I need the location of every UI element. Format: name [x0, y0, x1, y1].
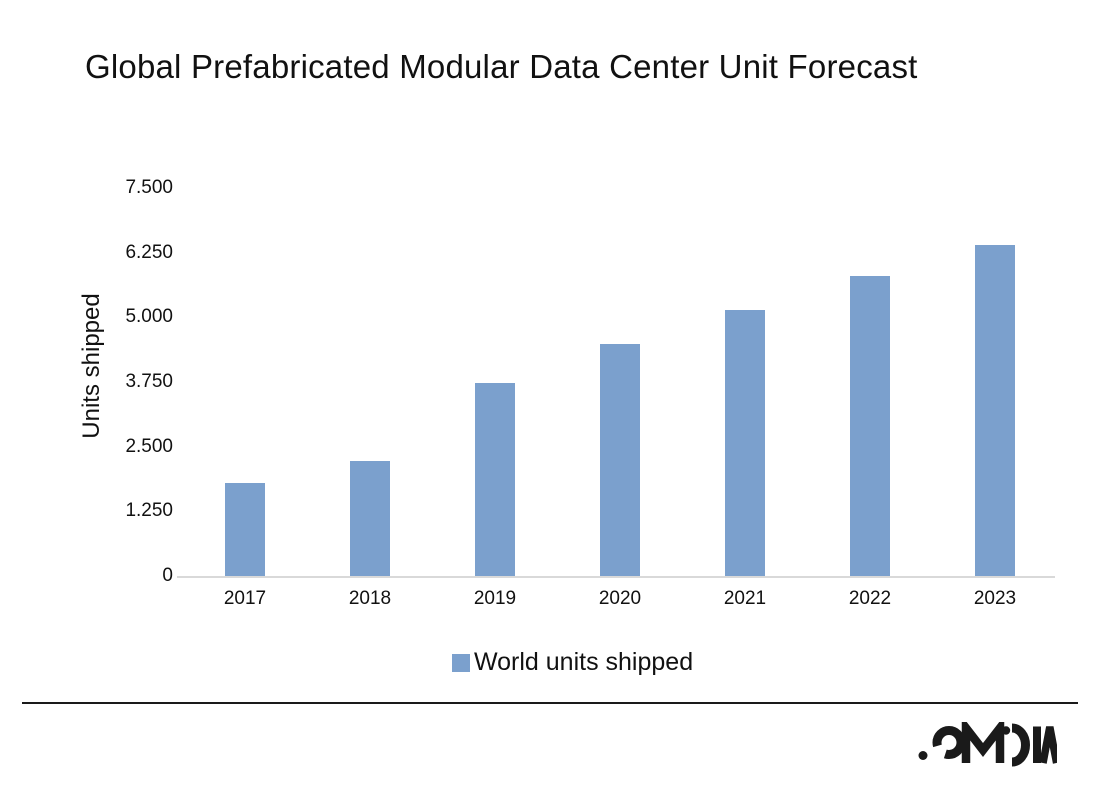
logo-letter-m — [961, 722, 1005, 763]
y-tick-label: 5.000 — [125, 306, 173, 328]
chart-title: Global Prefabricated Modular Data Center… — [85, 48, 918, 85]
y-tick-label: 7.500 — [125, 177, 173, 198]
logo-o-dot-icon — [918, 751, 928, 760]
x-tick-label: 2023 — [973, 588, 1017, 609]
plot-area — [177, 188, 1055, 578]
omdia-logo — [918, 722, 1057, 767]
logo-letter-a — [1039, 726, 1057, 764]
x-tick-label: 2017 — [223, 588, 267, 609]
x-tick-label: 2021 — [723, 588, 767, 609]
bar-2020 — [600, 343, 640, 576]
bar-2021 — [725, 309, 765, 576]
logo-letter-o — [932, 726, 966, 759]
legend-swatch-icon — [452, 653, 470, 672]
x-tick-label: 2019 — [473, 588, 517, 609]
x-tick-label: 2018 — [348, 588, 392, 609]
legend: World units shipped — [452, 648, 693, 677]
x-axis-labels: 2017 2018 2019 2020 2021 2022 2023 — [177, 588, 1055, 612]
y-tick-label: 1.250 — [125, 500, 173, 522]
bar-2019 — [475, 382, 515, 576]
y-axis-tick-labels: 0 1.250 2.500 3.750 5.000 6.250 7.500 — [0, 178, 173, 586]
x-tick-label: 2020 — [598, 588, 642, 609]
legend-label: World units shipped — [474, 648, 694, 676]
y-tick-label: 0 — [162, 565, 173, 586]
logo-letter-d — [1011, 723, 1030, 767]
x-axis-line — [177, 576, 1055, 578]
y-tick-label: 6.250 — [125, 241, 173, 263]
bar-2017 — [225, 482, 265, 576]
x-tick-label: 2022 — [848, 588, 892, 609]
y-tick-label: 3.750 — [125, 371, 173, 392]
bar-2022 — [850, 276, 890, 576]
footer-divider — [22, 702, 1078, 704]
bar-2018 — [350, 460, 390, 576]
logo-d-dot-icon — [1001, 726, 1011, 735]
y-tick-label: 2.500 — [125, 435, 173, 457]
bar-2023 — [975, 244, 1015, 576]
